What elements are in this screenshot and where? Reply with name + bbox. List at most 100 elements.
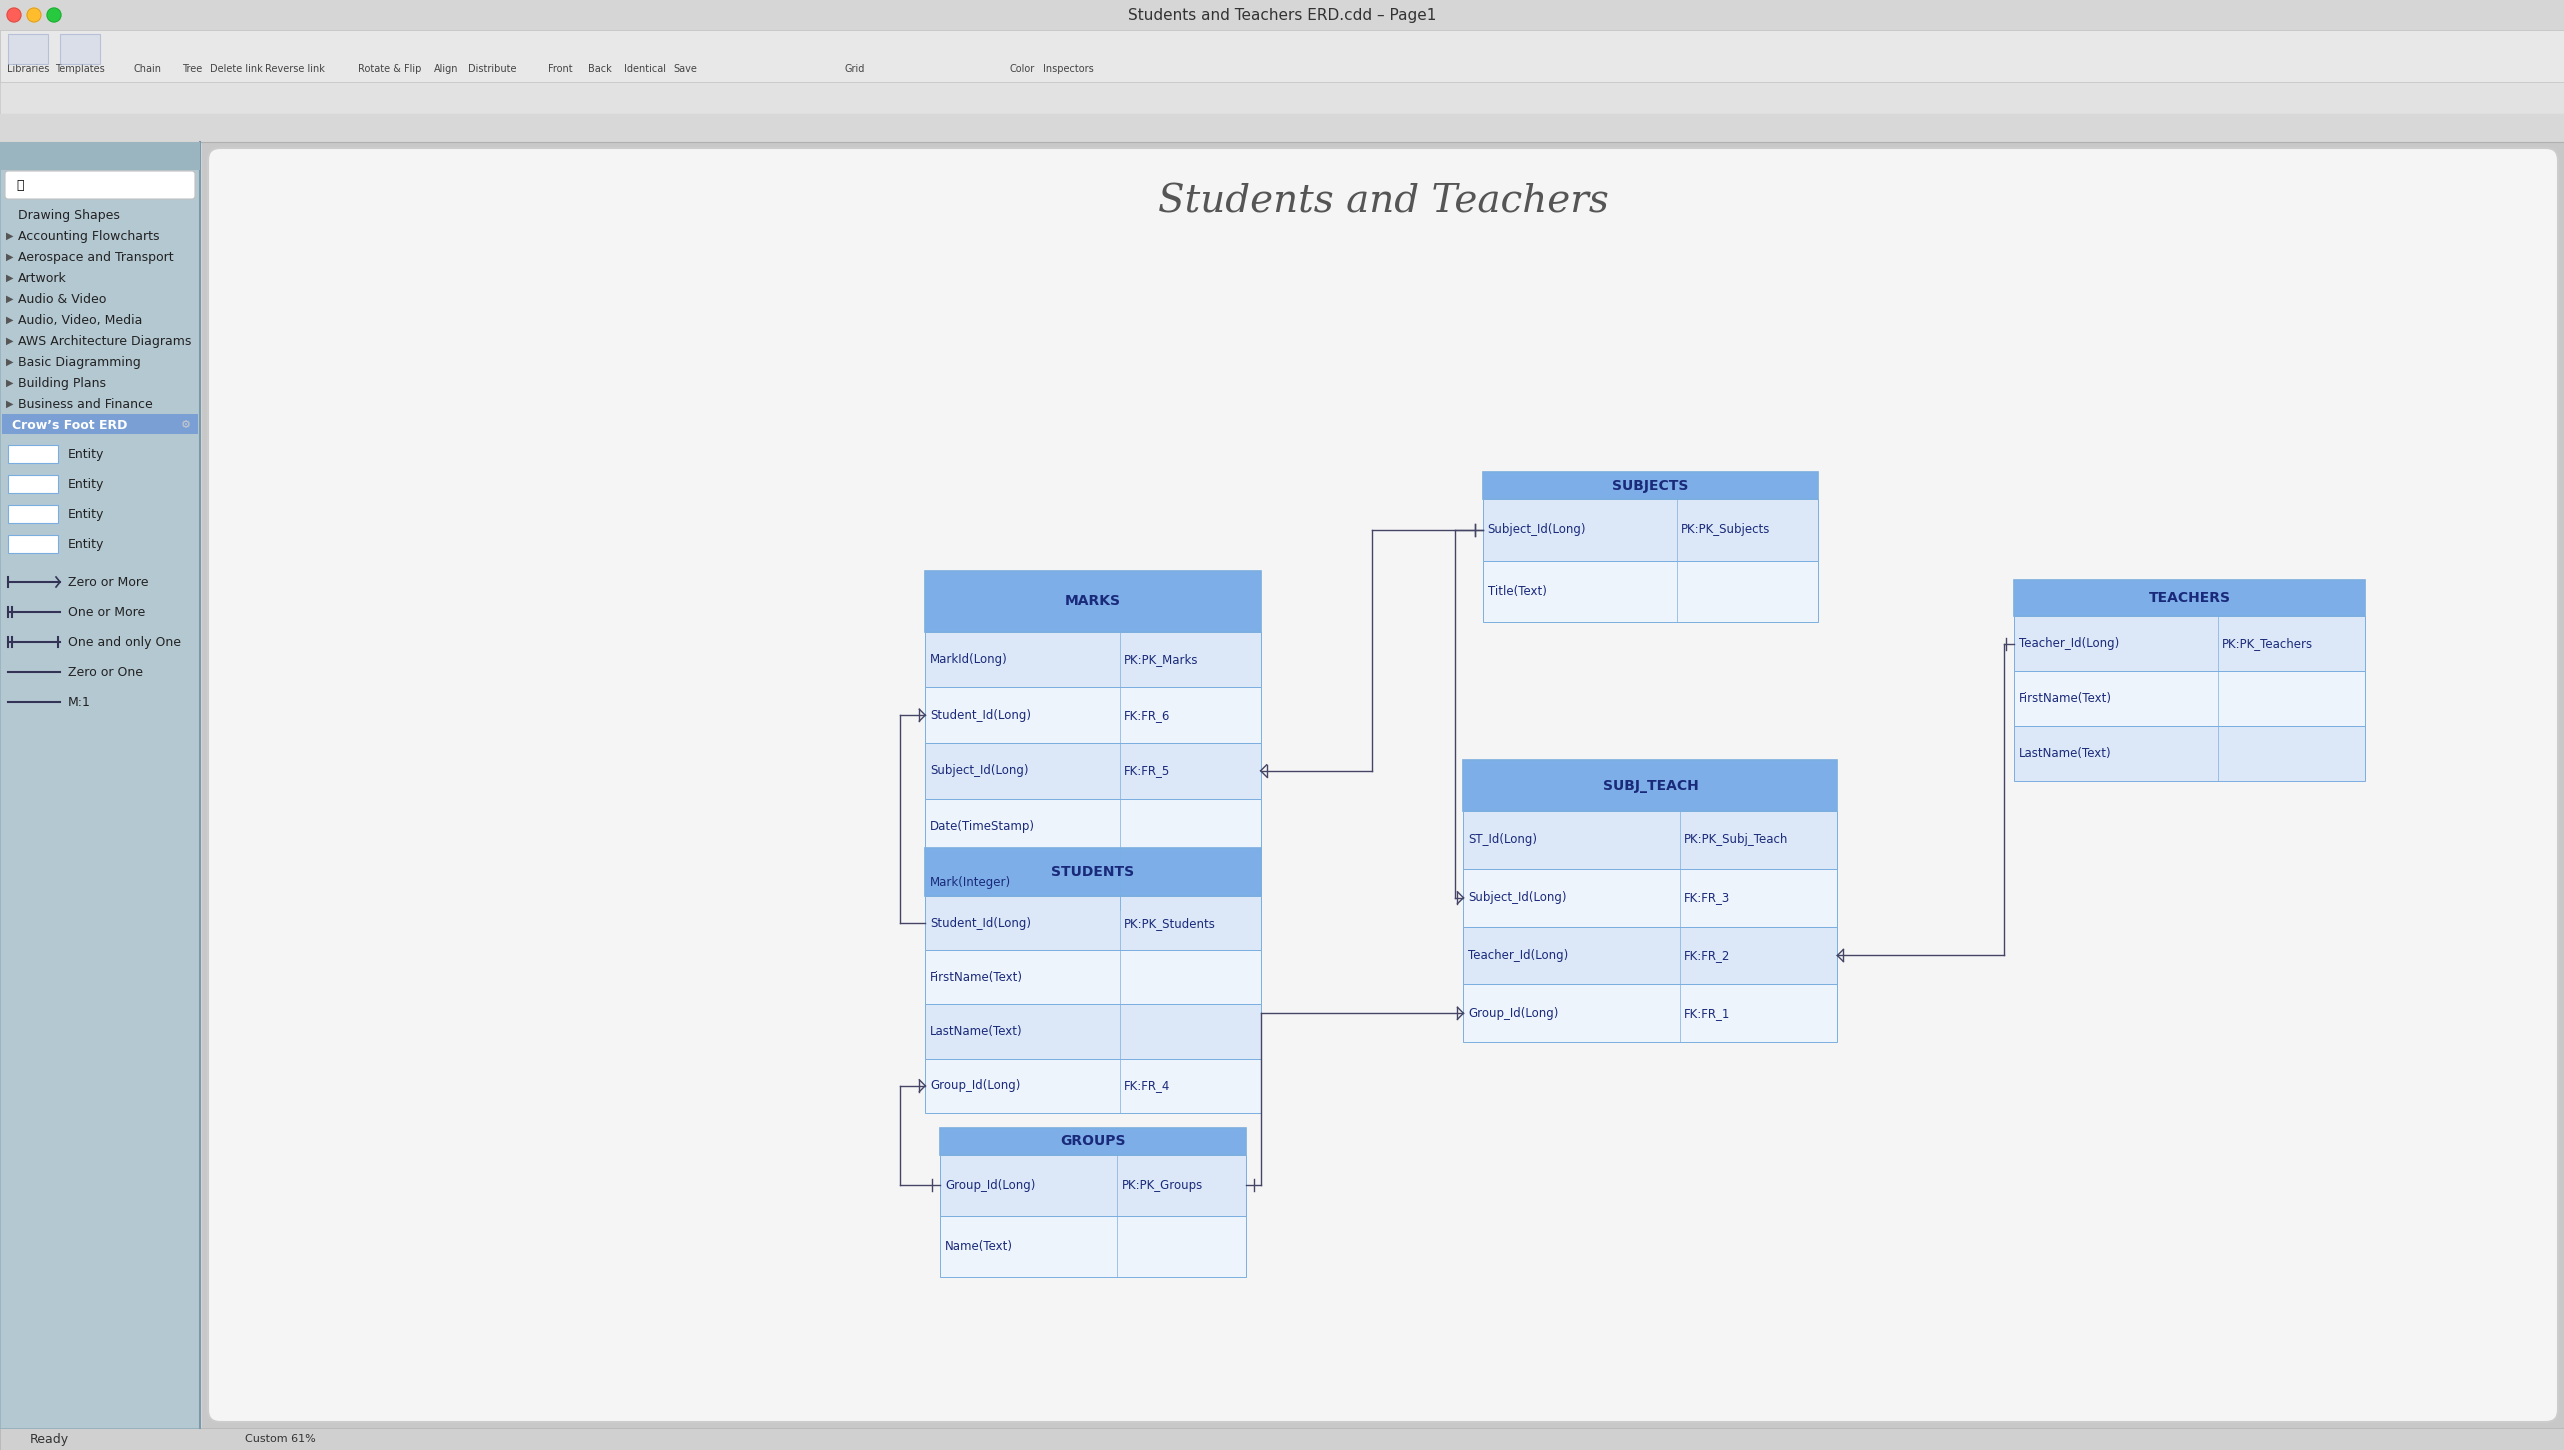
Text: Custom 61%: Custom 61% <box>244 1434 315 1444</box>
Text: ▶: ▶ <box>5 252 13 262</box>
Text: Group_Id(Long): Group_Id(Long) <box>946 1179 1036 1192</box>
Text: Date(TimeStamp): Date(TimeStamp) <box>931 819 1036 832</box>
Text: Subject_Id(Long): Subject_Id(Long) <box>931 764 1028 777</box>
Text: Teacher_Id(Long): Teacher_Id(Long) <box>2018 637 2120 650</box>
Bar <box>926 687 1261 742</box>
Bar <box>926 1005 1261 1058</box>
Circle shape <box>28 9 41 22</box>
Text: Color: Color <box>1010 64 1036 74</box>
Text: PK:PK_Subj_Teach: PK:PK_Subj_Teach <box>1685 834 1790 847</box>
Bar <box>926 799 1261 854</box>
FancyBboxPatch shape <box>5 171 195 199</box>
Text: Distribute: Distribute <box>467 64 515 74</box>
Circle shape <box>8 9 21 22</box>
Bar <box>926 950 1261 1005</box>
Text: Group_Id(Long): Group_Id(Long) <box>1469 1006 1559 1019</box>
Bar <box>1464 927 1838 985</box>
Text: Back: Back <box>587 64 613 74</box>
Text: FK:FR_1: FK:FR_1 <box>1685 1006 1731 1019</box>
Text: ⚙: ⚙ <box>182 420 190 431</box>
Text: STUDENTS: STUDENTS <box>1051 866 1133 879</box>
Bar <box>1482 473 1818 499</box>
Text: One or More: One or More <box>69 606 146 619</box>
Text: FK:FR_6: FK:FR_6 <box>1123 709 1169 722</box>
Bar <box>2015 580 2367 616</box>
Bar <box>2015 671 2367 726</box>
Text: Entity: Entity <box>69 507 105 521</box>
Text: SUBJ_TEACH: SUBJ_TEACH <box>1602 779 1697 793</box>
Text: Building Plans: Building Plans <box>18 377 105 390</box>
Bar <box>926 571 1261 632</box>
Text: MARKS: MARKS <box>1064 594 1120 608</box>
Bar <box>1464 869 1838 927</box>
Text: FK:FR_2: FK:FR_2 <box>1685 948 1731 961</box>
Text: Libraries: Libraries <box>8 64 49 74</box>
Text: Drawing Shapes: Drawing Shapes <box>18 209 121 222</box>
Text: Basic Diagramming: Basic Diagramming <box>18 355 141 368</box>
Text: Chain: Chain <box>133 64 162 74</box>
Text: Align: Align <box>433 64 459 74</box>
Text: Audio, Video, Media: Audio, Video, Media <box>18 313 144 326</box>
Text: Subject_Id(Long): Subject_Id(Long) <box>1487 523 1587 536</box>
Text: FK:FR_4: FK:FR_4 <box>1123 1079 1169 1092</box>
Bar <box>203 142 2564 1428</box>
Text: Save: Save <box>674 64 697 74</box>
Bar <box>0 83 2564 115</box>
Bar <box>1464 760 1838 811</box>
Text: Inspectors: Inspectors <box>1044 64 1092 74</box>
Text: Group_Id(Long): Group_Id(Long) <box>931 1079 1020 1092</box>
Text: PK:PK_Groups: PK:PK_Groups <box>1120 1179 1203 1192</box>
Text: Reverse link: Reverse link <box>264 64 326 74</box>
Bar <box>0 1428 2564 1450</box>
Text: FK:FR_5: FK:FR_5 <box>1123 764 1169 777</box>
Text: Identical: Identical <box>623 64 667 74</box>
Text: Name(Text): Name(Text) <box>946 1240 1013 1253</box>
Bar <box>3 415 197 434</box>
Text: FK:FR_3: FK:FR_3 <box>1685 892 1731 905</box>
Bar <box>941 1154 1246 1217</box>
Bar <box>941 1217 1246 1277</box>
Text: ▶: ▶ <box>5 378 13 389</box>
Bar <box>926 848 1261 896</box>
Text: FirstName(Text): FirstName(Text) <box>2018 692 2113 705</box>
Bar <box>8 535 59 552</box>
Bar <box>2015 726 2367 782</box>
Text: Student_Id(Long): Student_Id(Long) <box>931 916 1031 929</box>
Text: Delete link: Delete link <box>210 64 262 74</box>
Bar <box>926 1058 1261 1112</box>
Bar <box>926 854 1261 911</box>
Bar <box>8 476 59 493</box>
Text: Tree: Tree <box>182 64 203 74</box>
Bar <box>926 632 1261 687</box>
Bar <box>1464 811 1838 869</box>
Text: MarkId(Long): MarkId(Long) <box>931 652 1008 666</box>
Text: Entity: Entity <box>69 477 105 490</box>
Bar <box>1482 499 1818 561</box>
Text: Entity: Entity <box>69 538 105 551</box>
Text: Students and Teachers: Students and Teachers <box>1156 184 1608 220</box>
Text: ▶: ▶ <box>5 336 13 347</box>
Text: Mark(Integer): Mark(Integer) <box>931 876 1010 889</box>
Text: PK:PK_Subjects: PK:PK_Subjects <box>1682 523 1772 536</box>
Text: AWS Architecture Diagrams: AWS Architecture Diagrams <box>18 335 192 348</box>
Text: Grid: Grid <box>844 64 864 74</box>
Text: Audio & Video: Audio & Video <box>18 293 105 306</box>
FancyBboxPatch shape <box>208 148 2559 1422</box>
Text: Front: Front <box>549 64 572 74</box>
Text: Ready: Ready <box>31 1433 69 1446</box>
Text: Entity: Entity <box>69 448 105 461</box>
Circle shape <box>46 9 62 22</box>
Bar <box>8 505 59 523</box>
Text: ▶: ▶ <box>5 399 13 409</box>
Bar <box>0 142 200 1428</box>
Bar <box>1482 561 1818 622</box>
Bar <box>8 445 59 463</box>
Text: ▶: ▶ <box>5 231 13 241</box>
Bar <box>941 1128 1246 1154</box>
Text: Templates: Templates <box>54 64 105 74</box>
Text: ▶: ▶ <box>5 315 13 325</box>
Text: TEACHERS: TEACHERS <box>2149 592 2231 605</box>
Bar <box>926 742 1261 799</box>
Text: LastName(Text): LastName(Text) <box>931 1025 1023 1038</box>
Text: Title(Text): Title(Text) <box>1487 584 1546 597</box>
